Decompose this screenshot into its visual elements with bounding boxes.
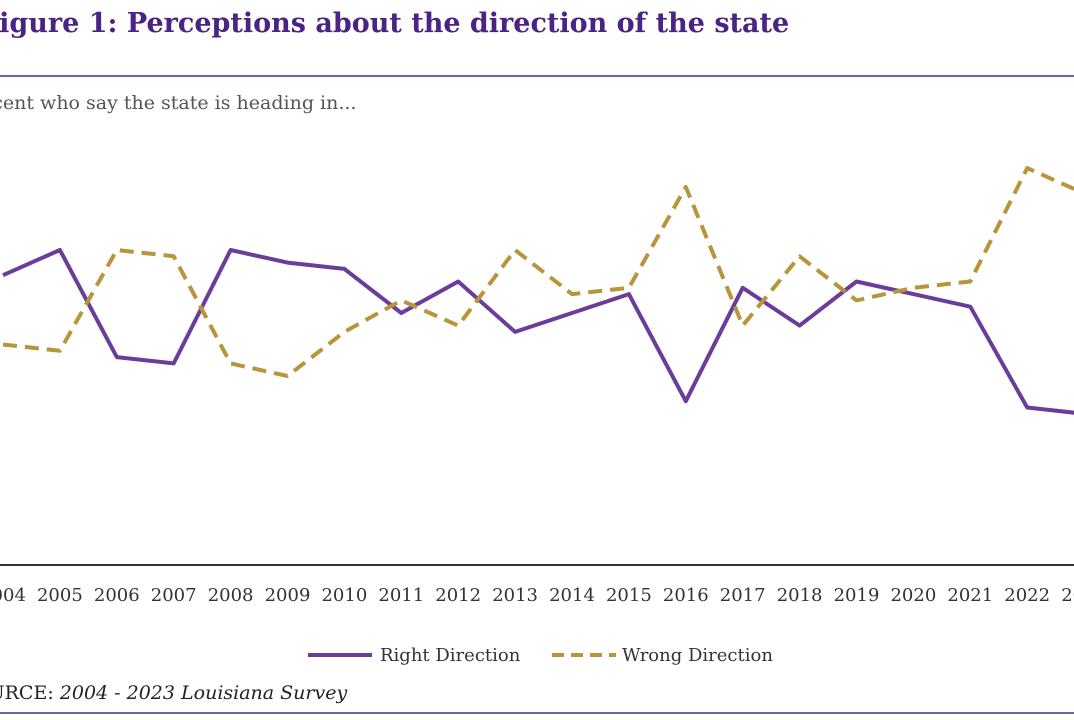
series-lines bbox=[2, 166, 1074, 415]
x-tick-label: 2009 bbox=[265, 585, 311, 606]
x-tick-label: 2021 bbox=[947, 585, 993, 606]
legend-label-right-direction: Right Direction bbox=[380, 645, 521, 666]
x-tick-labels: 2004 2005 2006 2007 2008 2009 2010 2011 2012 2013… bbox=[0, 585, 1074, 606]
legend-label-wrong-direction: Wrong Direction bbox=[622, 645, 773, 666]
x-tick-label: 2004 bbox=[0, 585, 26, 606]
x-tick-label: 2022 bbox=[1004, 585, 1050, 606]
x-tick-label: 2023 bbox=[1061, 585, 1074, 606]
x-tick-label: 2020 bbox=[890, 585, 936, 606]
title-rule bbox=[0, 75, 1074, 77]
x-tick-label: 2012 bbox=[435, 585, 481, 606]
legend: Right Direction Wrong Direction bbox=[308, 645, 773, 666]
x-tick-label: 2008 bbox=[208, 585, 254, 606]
figure-title: Figure 1: Perceptions about the directio… bbox=[0, 8, 790, 39]
x-tick-label: 2013 bbox=[492, 585, 538, 606]
x-tick-label: 2011 bbox=[378, 585, 424, 606]
source-note: SOURCE: 2004 - 2023 Louisiana Survey bbox=[0, 682, 347, 704]
x-tick-label: 2006 bbox=[94, 585, 140, 606]
bottom-rule bbox=[0, 712, 1074, 714]
x-tick-label: 2005 bbox=[37, 585, 83, 606]
series-line-wrong-direction bbox=[2, 166, 1074, 378]
x-tick-label: 2010 bbox=[321, 585, 367, 606]
x-tick-label: 2014 bbox=[549, 585, 595, 606]
chart-subtitle: Percent who say the state is heading in.… bbox=[0, 92, 357, 114]
x-tick-label: 2015 bbox=[606, 585, 652, 606]
series-line-right-direction bbox=[2, 248, 1074, 415]
x-tick-label: 2016 bbox=[663, 585, 709, 606]
x-tick-label: 2007 bbox=[151, 585, 197, 606]
x-tick-label: 2018 bbox=[777, 585, 823, 606]
source-label: SOURCE: bbox=[0, 682, 54, 704]
x-tick-label: 2019 bbox=[834, 585, 880, 606]
x-tick-label: 2017 bbox=[720, 585, 766, 606]
source-text: 2004 - 2023 Louisiana Survey bbox=[59, 682, 348, 704]
